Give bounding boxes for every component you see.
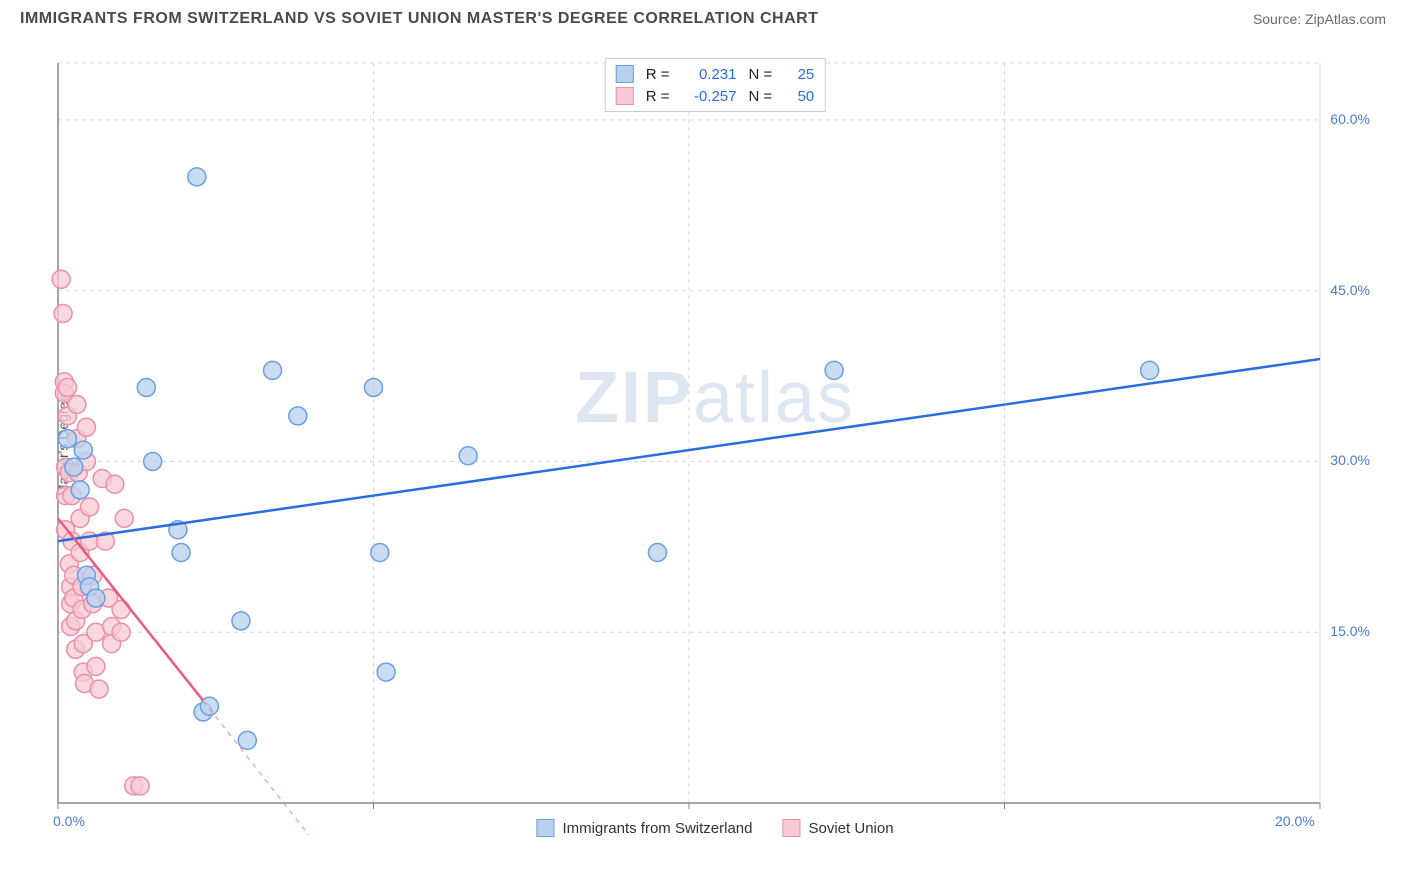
legend-swatch <box>616 65 634 83</box>
r-label: R = <box>646 66 670 83</box>
legend-label: Soviet Union <box>809 820 894 837</box>
legend-item: Soviet Union <box>783 819 894 837</box>
n-label: N = <box>749 88 773 105</box>
n-value: 50 <box>784 88 814 105</box>
n-label: N = <box>749 66 773 83</box>
chart-area: Master's Degree ZIPatlas R = 0.231 N = 2… <box>50 55 1380 835</box>
legend-swatch <box>536 819 554 837</box>
legend-swatch <box>783 819 801 837</box>
y-tick-label: 45.0% <box>1330 282 1370 298</box>
source-attribution: Source: ZipAtlas.com <box>1253 11 1386 27</box>
legend-row: R = 0.231 N = 25 <box>616 63 815 85</box>
scatter-plot <box>50 55 1380 835</box>
legend-label: Immigrants from Switzerland <box>562 820 752 837</box>
r-value: 0.231 <box>682 66 737 83</box>
correlation-legend: R = 0.231 N = 25 R = -0.257 N = 50 <box>605 58 826 112</box>
y-tick-label: 60.0% <box>1330 111 1370 127</box>
y-tick-label: 30.0% <box>1330 452 1370 468</box>
legend-swatch <box>616 87 634 105</box>
x-tick-label: 0.0% <box>53 813 85 829</box>
r-value: -0.257 <box>682 88 737 105</box>
r-label: R = <box>646 88 670 105</box>
series-legend: Immigrants from Switzerland Soviet Union <box>536 819 893 837</box>
legend-row: R = -0.257 N = 50 <box>616 85 815 107</box>
n-value: 25 <box>784 66 814 83</box>
chart-title: IMMIGRANTS FROM SWITZERLAND VS SOVIET UN… <box>20 10 818 28</box>
legend-item: Immigrants from Switzerland <box>536 819 752 837</box>
x-tick-label: 20.0% <box>1275 813 1315 829</box>
y-tick-label: 15.0% <box>1330 623 1370 639</box>
